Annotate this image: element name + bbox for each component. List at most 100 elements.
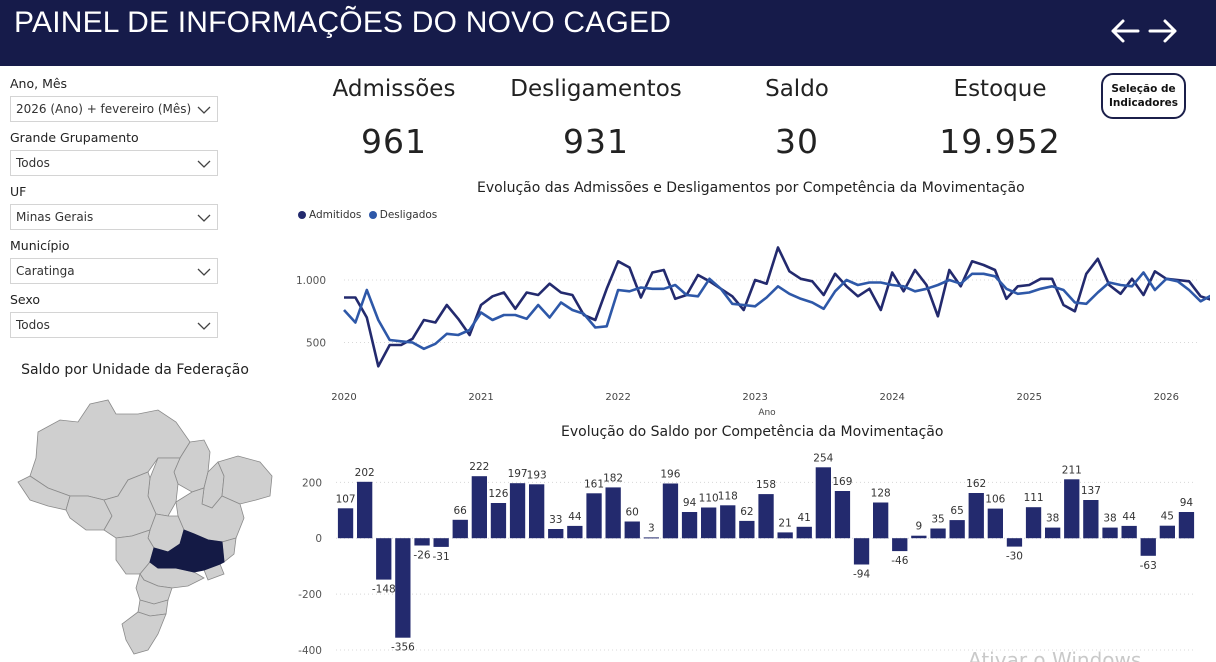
bar-saldo[interactable]: [586, 493, 602, 539]
bar-y-tick-label: 0: [315, 533, 322, 545]
line-series-desligados[interactable]: [343, 271, 1210, 351]
filter-ano-mes-value: 2026 (Ano) + fevereiro (Mês): [16, 102, 192, 116]
bar-saldo[interactable]: [548, 529, 564, 539]
filter-uf-value: Minas Gerais: [16, 210, 94, 224]
map-state-rio-grande-do-sul[interactable]: [121, 611, 167, 655]
kpi-desligamentos-value: 931: [563, 122, 629, 161]
bar-saldo[interactable]: [337, 508, 354, 539]
bar-data-label: 211: [1062, 464, 1082, 476]
bar-saldo[interactable]: [815, 467, 831, 539]
bar-data-label: 118: [718, 490, 738, 502]
bar-saldo[interactable]: [1140, 538, 1156, 556]
bar-saldo[interactable]: [1121, 525, 1137, 539]
chevron-down-icon: [197, 322, 211, 330]
header: PAINEL DE INFORMAÇÕES DO NOVO CAGED: [0, 0, 1216, 66]
bar-data-label: 66: [454, 505, 468, 517]
bar-saldo[interactable]: [949, 520, 965, 539]
bar-data-label: 111: [1024, 492, 1044, 504]
filter-grande-grupamento-select[interactable]: Todos: [10, 150, 218, 176]
filter-label-ano-mes: Ano, Mês: [10, 76, 68, 91]
brazil-map: [17, 399, 273, 655]
bar-saldo[interactable]: [873, 502, 889, 539]
bar-saldo[interactable]: [452, 519, 468, 539]
bar-data-label: 41: [798, 512, 811, 524]
map-state-northeast-coast[interactable]: [217, 455, 273, 505]
chevron-down-icon: [197, 214, 211, 222]
bar-saldo[interactable]: [1178, 512, 1195, 539]
bar-saldo[interactable]: [930, 528, 946, 539]
line-y-tick-label: 1.000: [296, 275, 326, 287]
bar-saldo[interactable]: [758, 494, 774, 539]
filter-sexo-value: Todos: [16, 318, 50, 332]
selecao-indicadores-button[interactable]: Seleção de Indicadores: [1101, 73, 1186, 119]
line-chart-title: Evolução das Admissões e Desligamentos p…: [477, 180, 1025, 196]
legend-admitidos-label[interactable]: Admitidos: [309, 209, 362, 221]
bar-data-label: 254: [813, 452, 833, 464]
bar-saldo[interactable]: [643, 537, 659, 539]
bar-saldo[interactable]: [834, 491, 851, 539]
kpi-admissoes-label: Admissões: [332, 76, 456, 102]
bar-data-label: 62: [740, 506, 753, 518]
bar-data-label: 107: [336, 493, 356, 505]
bar-chart-title: Evolução do Saldo por Competência da Mov…: [561, 424, 944, 440]
bar-saldo[interactable]: [987, 508, 1003, 539]
bar-saldo[interactable]: [1045, 527, 1061, 539]
legend-desligados-label[interactable]: Desligados: [379, 209, 438, 221]
bar-saldo[interactable]: [433, 538, 449, 547]
filter-sexo-select[interactable]: Todos: [10, 312, 218, 338]
bar-saldo[interactable]: [1102, 527, 1118, 539]
line-x-tick-label: 2026: [1154, 392, 1179, 403]
bar-saldo[interactable]: [968, 493, 984, 539]
bar-saldo[interactable]: [796, 526, 812, 539]
bar-saldo[interactable]: [414, 538, 430, 546]
bar-saldo[interactable]: [1083, 500, 1099, 539]
bar-data-label: 197: [508, 468, 528, 480]
bar-saldo[interactable]: [605, 487, 621, 539]
map-state-minas-gerais[interactable]: [149, 529, 225, 573]
arrow-left-icon[interactable]: [1108, 14, 1142, 48]
bar-saldo[interactable]: [357, 481, 373, 539]
bar-saldo[interactable]: [662, 483, 679, 539]
bar-data-label: 222: [469, 461, 489, 473]
filter-uf-select[interactable]: Minas Gerais: [10, 204, 218, 230]
bar-saldo[interactable]: [376, 538, 392, 580]
bar-saldo[interactable]: [681, 512, 698, 539]
bar-data-label: -356: [391, 642, 415, 654]
arrow-right-icon[interactable]: [1146, 14, 1180, 48]
bar-data-label: -94: [853, 569, 870, 581]
filter-ano-mes-select[interactable]: 2026 (Ano) + fevereiro (Mês): [10, 96, 218, 122]
bar-saldo[interactable]: [777, 532, 793, 539]
bar-data-label: 162: [966, 478, 986, 490]
line-series-admitidos[interactable]: [344, 246, 1210, 368]
bar-data-label: 137: [1081, 485, 1101, 497]
bar-saldo[interactable]: [1064, 479, 1080, 539]
bar-saldo[interactable]: [911, 535, 927, 539]
bar-saldo[interactable]: [720, 505, 736, 539]
filter-municipio-select[interactable]: Caratinga: [10, 258, 218, 284]
bar-saldo[interactable]: [471, 476, 487, 539]
bar-data-label: -26: [413, 550, 430, 562]
bar-saldo[interactable]: [1025, 507, 1042, 539]
bar-data-label: 158: [756, 479, 776, 491]
bar-saldo[interactable]: [1159, 525, 1175, 539]
bar-saldo[interactable]: [739, 520, 755, 539]
windows-activation-watermark: Ativar o Windows: [968, 648, 1142, 662]
bar-saldo[interactable]: [567, 525, 583, 539]
bar-y-tick-label: -200: [298, 589, 322, 601]
bar-saldo[interactable]: [529, 484, 545, 539]
line-x-tick-label: 2023: [742, 392, 767, 403]
bar-saldo[interactable]: [1006, 538, 1023, 547]
chevron-down-icon: [197, 160, 211, 168]
bar-saldo[interactable]: [509, 483, 526, 539]
bar-saldo[interactable]: [892, 538, 908, 552]
line-x-tick-label: 2024: [879, 392, 904, 403]
bar-saldo[interactable]: [701, 507, 717, 539]
bar-saldo[interactable]: [624, 521, 640, 539]
bar-data-label: -148: [372, 584, 396, 596]
bar-saldo[interactable]: [395, 538, 411, 638]
bar-data-label: 106: [985, 494, 1005, 506]
bar-data-label: 45: [1161, 511, 1174, 523]
bar-saldo[interactable]: [853, 538, 870, 565]
bar-data-label: 9: [916, 521, 923, 533]
bar-saldo[interactable]: [490, 503, 507, 539]
